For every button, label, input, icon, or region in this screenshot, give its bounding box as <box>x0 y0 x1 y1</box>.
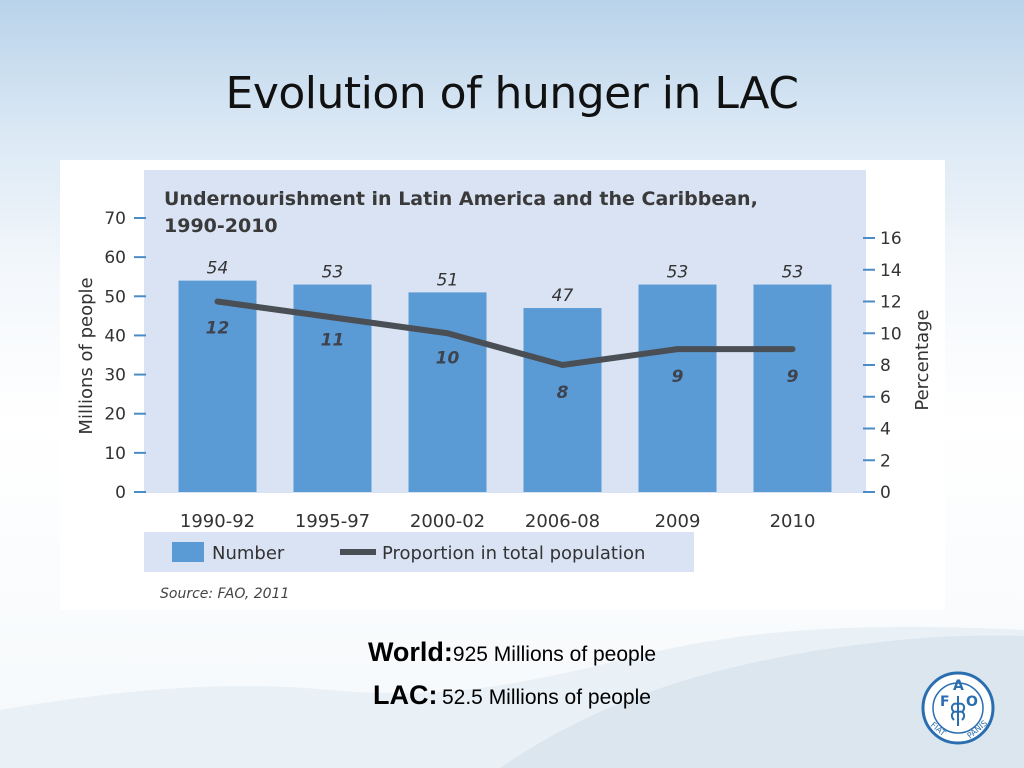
y2-tick-label: 2 <box>880 451 891 471</box>
svg-text:O: O <box>966 694 978 710</box>
line-point <box>559 362 566 368</box>
y2-tick-label: 8 <box>880 356 891 376</box>
line-point <box>444 330 451 337</box>
y-tick-label: 50 <box>104 287 126 307</box>
bar-value-label: 54 <box>207 259 229 279</box>
line-value-label: 10 <box>436 348 460 368</box>
x-tick-label: 2000-02 <box>410 511 485 532</box>
world-label: World: <box>367 637 453 667</box>
bar-value-label: 53 <box>782 263 804 283</box>
y-tick-label: 70 <box>104 209 126 229</box>
y-tick-label: 30 <box>104 366 126 386</box>
bar <box>523 308 602 492</box>
line-point <box>214 298 221 305</box>
x-tick-label: 1995-97 <box>295 511 370 532</box>
fao-logo-icon: F A O FIAT PANIS <box>921 671 995 745</box>
x-tick-label: 2009 <box>655 511 701 532</box>
slide-title: Evolution of hunger in LAC <box>225 68 799 119</box>
chart-title-line: 1990-2010 <box>164 215 278 237</box>
plot-background <box>144 170 866 493</box>
line-value-label: 11 <box>321 330 345 350</box>
bar <box>178 280 257 492</box>
x-tick-label: 2006-08 <box>525 511 600 532</box>
stat-world: World:925 Millions of people <box>0 637 1024 668</box>
world-value: 925 Millions of people <box>452 643 657 666</box>
lac-label: LAC: <box>373 680 438 710</box>
line-value-label: 9 <box>787 367 799 387</box>
line-value-label: 8 <box>557 383 569 403</box>
legend-swatch-number <box>172 542 204 562</box>
legend-label-number: Number <box>212 543 285 564</box>
stat-lac: LAC: 52.5 Millions of people <box>0 680 1024 711</box>
y-tick-label: 20 <box>104 405 126 425</box>
proportion-line <box>217 298 793 368</box>
line-point <box>789 346 796 353</box>
x-tick-label: 1990-92 <box>180 511 255 532</box>
line-point <box>674 346 681 353</box>
y2-axis-title: Percentage <box>912 309 933 410</box>
y-tick-label: 60 <box>104 248 126 268</box>
x-tick-label: 2010 <box>770 511 816 532</box>
chart-source: Source: FAO, 2011 <box>160 586 289 602</box>
legend-label-proportion: Proportion in total population <box>382 543 645 564</box>
hills-background <box>0 626 1024 768</box>
y2-tick-label: 4 <box>880 420 891 440</box>
bar <box>638 284 717 492</box>
y2-tick-label: 10 <box>880 324 902 344</box>
lac-value: 52.5 Millions of people <box>441 686 651 709</box>
y-tick-label: 0 <box>115 483 126 503</box>
bar-value-label: 53 <box>667 263 689 283</box>
bar <box>408 292 487 492</box>
y2-tick-label: 0 <box>880 483 891 503</box>
bar-value-label: 47 <box>552 286 574 306</box>
bar-value-label: 51 <box>437 270 459 290</box>
legend-background <box>144 532 694 572</box>
svg-text:A: A <box>953 678 964 694</box>
chart-title-line: Undernourishment in Latin America and th… <box>164 188 758 210</box>
line-point <box>329 314 336 321</box>
y-tick-label: 10 <box>104 444 126 464</box>
y2-tick-label: 6 <box>880 388 891 408</box>
y2-tick-label: 16 <box>880 229 902 249</box>
y2-tick-label: 14 <box>880 261 902 281</box>
y-axis-title: Millions of people <box>76 277 97 434</box>
bar <box>753 284 832 492</box>
y-tick-label: 40 <box>104 326 126 346</box>
chart-panel: Undernourishment in Latin America and th… <box>60 160 945 610</box>
chart: Undernourishment in Latin America and th… <box>76 170 933 602</box>
line-value-label: 12 <box>206 319 230 339</box>
svg-text:F: F <box>940 694 950 710</box>
y2-tick-label: 12 <box>880 293 902 313</box>
bar-value-label: 53 <box>322 263 344 283</box>
line-value-label: 9 <box>672 367 684 387</box>
